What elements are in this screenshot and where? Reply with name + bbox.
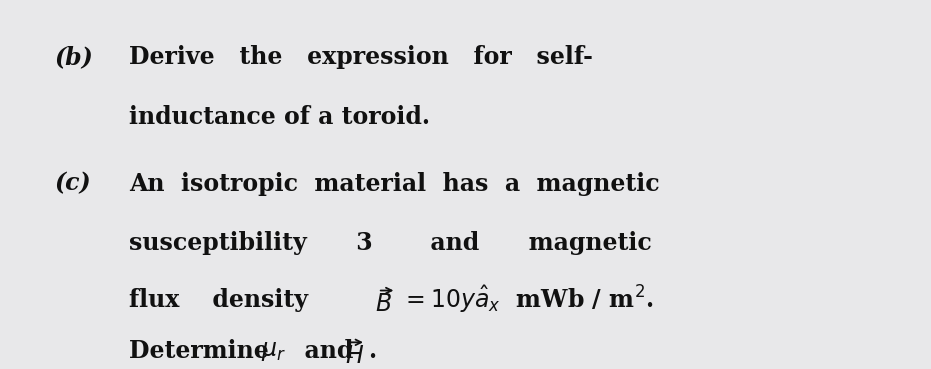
Text: susceptibility      3       and      magnetic: susceptibility 3 and magnetic [128,231,652,255]
Text: flux    density: flux density [128,288,324,312]
Text: .: . [369,339,377,363]
Text: An  isotropic  material  has  a  magnetic: An isotropic material has a magnetic [128,172,659,196]
Text: and: and [289,339,371,363]
Text: Derive   the   expression   for   self-: Derive the expression for self- [128,45,593,69]
Text: (c): (c) [55,172,91,196]
Text: Determine: Determine [128,339,277,363]
Text: (b): (b) [55,45,94,69]
Text: $B$: $B$ [375,292,392,316]
Text: $H$: $H$ [344,344,364,368]
Text: inductance of a toroid.: inductance of a toroid. [128,105,430,129]
Text: $\mu_r$: $\mu_r$ [261,339,286,363]
Text: $= 10y\hat{a}_x$  mWb / m$^2$.: $= 10y\hat{a}_x$ mWb / m$^2$. [401,284,654,316]
